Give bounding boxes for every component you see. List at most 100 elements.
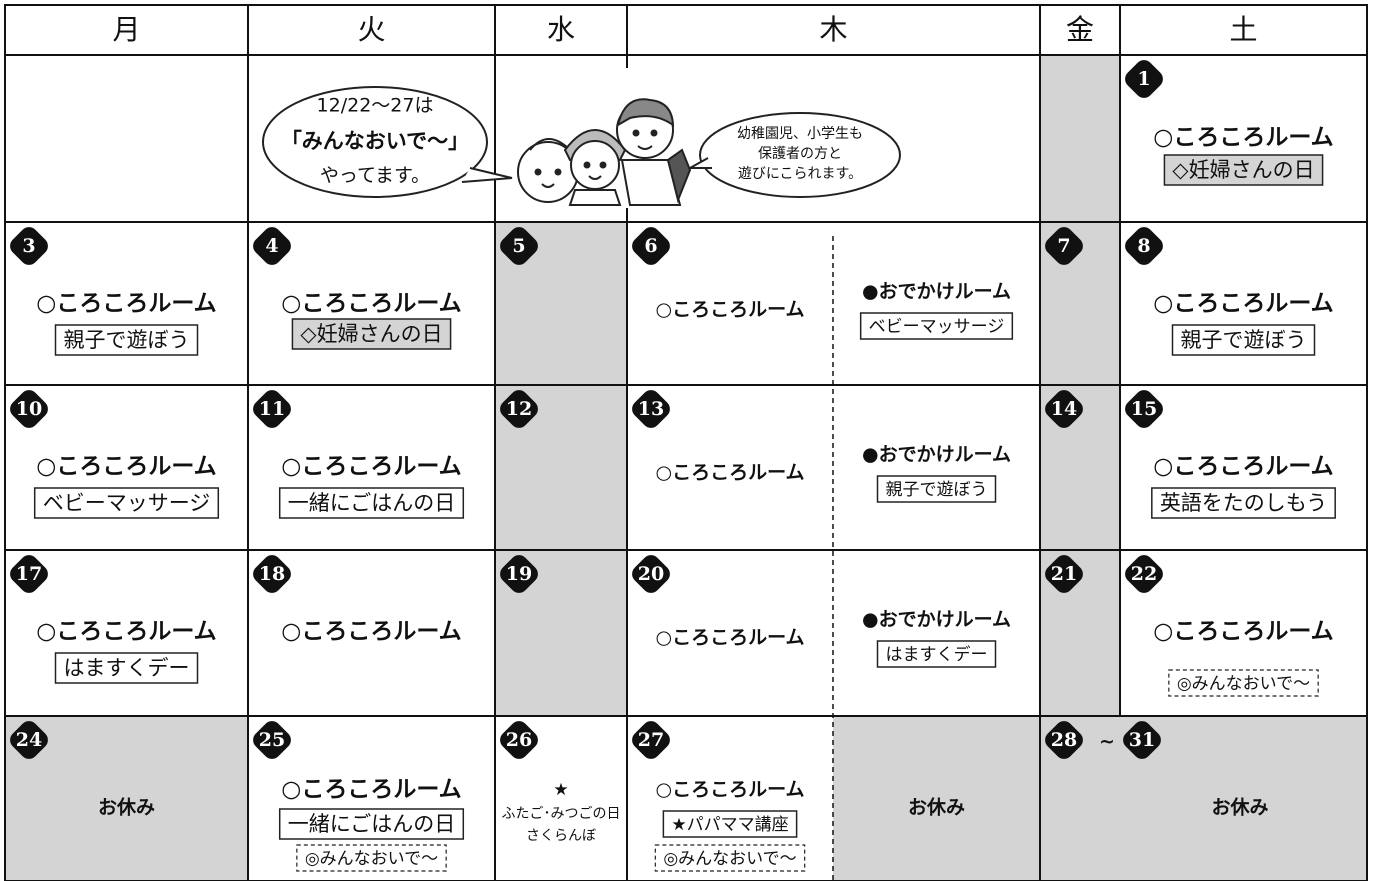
eye — [632, 129, 640, 137]
bubble-tail — [461, 167, 513, 183]
eye — [554, 168, 562, 176]
event-box — [662, 810, 798, 838]
day-number: 19 — [506, 563, 532, 585]
day-badge — [10, 721, 48, 759]
day-number: 4 — [265, 235, 278, 257]
day-badge — [10, 227, 48, 265]
event-label: ◎みんなおいで〜 — [305, 849, 438, 869]
eye — [534, 168, 542, 176]
event-label: 一緒にごはんの日 — [288, 491, 456, 515]
day-number: 25 — [259, 729, 285, 751]
closed-label: お休み — [908, 797, 965, 819]
grid — [4, 4, 1368, 881]
event-box — [1151, 487, 1336, 519]
day-number: 1 — [1137, 68, 1150, 90]
day-badge — [500, 390, 538, 428]
day-number: 27 — [638, 729, 664, 751]
event-box — [296, 844, 447, 872]
event-label: ◎みんなおいで〜 — [663, 849, 796, 869]
day-badge — [1045, 227, 1083, 265]
day-number: 14 — [1051, 398, 1077, 420]
day-badge — [10, 555, 48, 593]
eye — [583, 161, 591, 169]
day-badge — [1125, 555, 1163, 593]
speech-bubble — [699, 112, 901, 198]
mouth — [637, 145, 653, 150]
bubble-text: 保護者の方と — [758, 146, 842, 162]
child-body — [620, 159, 682, 206]
event-box — [278, 487, 465, 519]
event-box — [1168, 669, 1319, 697]
child-hair — [616, 98, 675, 128]
day-badge — [500, 555, 538, 593]
backgrounds — [5, 55, 1367, 881]
room-label: ○ころころルーム — [1153, 125, 1333, 151]
grey-cell — [1040, 716, 1367, 881]
event-box — [654, 844, 806, 872]
day-number: 21 — [1051, 563, 1077, 585]
event-label: ◎みんなおいで〜 — [1177, 674, 1310, 694]
bubble-text: 「みんなおいで〜」 — [281, 129, 469, 153]
outing-label: ●おでかけルーム — [862, 281, 1011, 303]
room-label: ○ころころルーム — [281, 619, 461, 645]
day-badge — [1123, 721, 1161, 759]
note: ふたご･みつごの日 — [502, 806, 621, 822]
room-label: ○ころころルーム — [36, 291, 216, 317]
day-badge — [632, 227, 670, 265]
day-badge — [253, 555, 291, 593]
event-label: ◇妊婦さんの日 — [300, 322, 442, 346]
event-label: 一緒にごはんの日 — [288, 812, 456, 836]
day-number: 28 — [1051, 729, 1077, 751]
bubble-text: 12/22〜27は — [317, 95, 434, 117]
room-label: ○ころころルーム — [281, 454, 461, 480]
day-number: 7 — [1057, 235, 1070, 257]
mouth — [541, 183, 555, 188]
range-sep: ~ — [1099, 731, 1115, 753]
day-header: 火 — [357, 13, 385, 46]
grey-cell — [833, 716, 1040, 881]
day-number: 15 — [1131, 398, 1157, 420]
event-box — [291, 318, 452, 350]
event-label: 親子で遊ぼう — [64, 328, 190, 352]
room-label: ○ころころルーム — [655, 627, 804, 649]
room-label: ○ころころルーム — [281, 291, 461, 317]
day-badge — [1045, 721, 1083, 759]
eye — [650, 129, 658, 137]
event-box — [33, 487, 220, 519]
event-label: ベビーマッサージ — [869, 317, 1005, 337]
room-label: ○ころころルーム — [655, 299, 804, 321]
room-label: ○ころころルーム — [1153, 291, 1333, 317]
event-label: 親子で遊ぼう — [1181, 328, 1307, 352]
day-badge — [253, 390, 291, 428]
day-number: 24 — [16, 729, 42, 751]
room-label: ○ころころルーム — [655, 779, 804, 801]
event-box — [1171, 324, 1316, 356]
day-badge — [1045, 555, 1083, 593]
grey-cell — [495, 222, 627, 716]
day-number: 20 — [638, 563, 664, 585]
event-label: ★パパママ講座 — [671, 815, 788, 835]
event-box — [54, 324, 199, 356]
day-badge — [1125, 60, 1163, 98]
room-label: ○ころころルーム — [1153, 619, 1333, 645]
mouth — [588, 175, 602, 180]
event-box — [278, 808, 465, 840]
day-number: 8 — [1137, 235, 1150, 257]
day-number: 3 — [22, 235, 35, 257]
day-header: 水 — [547, 13, 575, 46]
day-number: 11 — [259, 398, 285, 420]
day-badge — [253, 227, 291, 265]
outing-label: ●おでかけルーム — [862, 444, 1011, 466]
backpack — [666, 148, 692, 204]
day-badge — [1125, 390, 1163, 428]
event-label: ◇妊婦さんの日 — [1172, 158, 1314, 182]
day-number: 17 — [16, 563, 42, 585]
room-label: ○ころころルーム — [1153, 454, 1333, 480]
star: ★ — [553, 780, 568, 800]
day-badge — [10, 390, 48, 428]
day-number: 22 — [1131, 563, 1157, 585]
day-badge — [253, 721, 291, 759]
day-header: 金 — [1066, 13, 1094, 46]
